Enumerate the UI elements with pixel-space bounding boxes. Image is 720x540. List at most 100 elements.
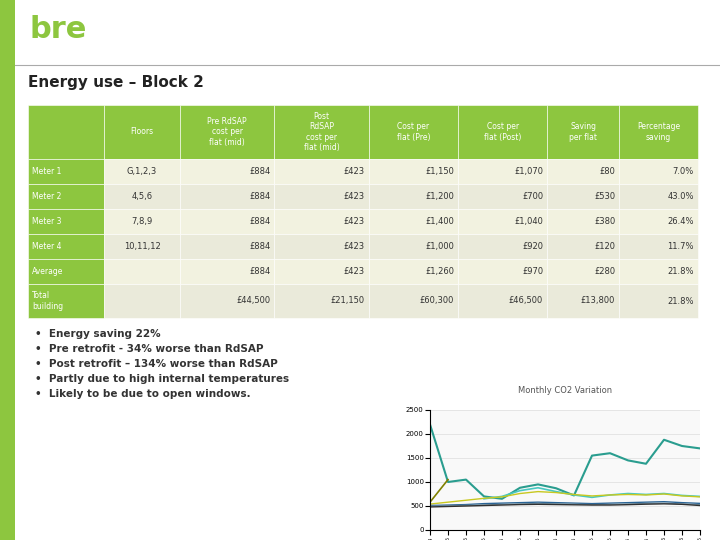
Bar bbox=[547, 184, 619, 209]
Text: 7,8,9: 7,8,9 bbox=[132, 217, 153, 226]
Bar bbox=[458, 209, 547, 234]
Bar bbox=[458, 284, 547, 318]
Bar bbox=[180, 159, 274, 184]
Text: Meter 4: Meter 4 bbox=[32, 242, 61, 251]
Text: £884: £884 bbox=[249, 167, 271, 176]
Bar bbox=[619, 159, 698, 184]
Bar bbox=[274, 234, 369, 259]
Bar bbox=[369, 259, 458, 284]
Text: Floors: Floors bbox=[130, 127, 153, 137]
Text: £46,500: £46,500 bbox=[509, 296, 543, 306]
Text: 11.7%: 11.7% bbox=[667, 242, 694, 251]
Bar bbox=[547, 159, 619, 184]
Bar bbox=[547, 209, 619, 234]
Text: £1,040: £1,040 bbox=[514, 217, 543, 226]
Bar bbox=[369, 105, 458, 159]
Text: £423: £423 bbox=[343, 167, 365, 176]
Bar bbox=[274, 105, 369, 159]
Text: £423: £423 bbox=[343, 192, 365, 201]
Bar bbox=[104, 259, 180, 284]
Text: £884: £884 bbox=[249, 192, 271, 201]
Text: Monthly CO2 Variation: Monthly CO2 Variation bbox=[518, 386, 612, 395]
Text: bre: bre bbox=[30, 16, 87, 44]
Text: £13,800: £13,800 bbox=[581, 296, 616, 306]
Text: Energy use – Block 2: Energy use – Block 2 bbox=[28, 76, 204, 91]
Bar bbox=[458, 105, 547, 159]
Text: £1,150: £1,150 bbox=[426, 167, 454, 176]
Bar bbox=[180, 105, 274, 159]
Bar bbox=[28, 105, 104, 159]
Bar bbox=[619, 184, 698, 209]
Bar bbox=[28, 259, 104, 284]
Bar bbox=[180, 259, 274, 284]
Bar bbox=[274, 284, 369, 318]
Text: 10,11,12: 10,11,12 bbox=[124, 242, 161, 251]
Bar bbox=[180, 184, 274, 209]
Text: £423: £423 bbox=[343, 267, 365, 276]
Bar bbox=[180, 209, 274, 234]
Bar bbox=[619, 259, 698, 284]
Text: Cost per
flat (Post): Cost per flat (Post) bbox=[484, 122, 521, 141]
Bar bbox=[274, 159, 369, 184]
Text: £1,200: £1,200 bbox=[426, 192, 454, 201]
Text: £44,500: £44,500 bbox=[236, 296, 271, 306]
Bar bbox=[619, 209, 698, 234]
Text: Average: Average bbox=[32, 267, 63, 276]
Text: Meter 2: Meter 2 bbox=[32, 192, 61, 201]
Text: £423: £423 bbox=[343, 242, 365, 251]
Bar bbox=[369, 234, 458, 259]
Text: 43.0%: 43.0% bbox=[667, 192, 694, 201]
Bar bbox=[104, 209, 180, 234]
Bar bbox=[458, 259, 547, 284]
Bar bbox=[369, 184, 458, 209]
Text: •  Partly due to high internal temperatures: • Partly due to high internal temperatur… bbox=[35, 374, 289, 384]
Bar bbox=[458, 234, 547, 259]
Text: £1,260: £1,260 bbox=[425, 267, 454, 276]
Bar bbox=[619, 105, 698, 159]
Text: Meter 1: Meter 1 bbox=[32, 167, 61, 176]
Text: £700: £700 bbox=[522, 192, 543, 201]
Text: £380: £380 bbox=[594, 217, 616, 226]
Text: •  Pre retrofit - 34% worse than RdSAP: • Pre retrofit - 34% worse than RdSAP bbox=[35, 344, 264, 354]
Text: £970: £970 bbox=[522, 267, 543, 276]
Text: £120: £120 bbox=[594, 242, 616, 251]
Bar bbox=[458, 184, 547, 209]
Bar bbox=[104, 284, 180, 318]
Text: 7.0%: 7.0% bbox=[672, 167, 694, 176]
Text: £1,070: £1,070 bbox=[514, 167, 543, 176]
Text: •  Energy saving 22%: • Energy saving 22% bbox=[35, 329, 161, 339]
Bar bbox=[369, 159, 458, 184]
Bar bbox=[104, 234, 180, 259]
Text: £1,400: £1,400 bbox=[426, 217, 454, 226]
Text: £884: £884 bbox=[249, 267, 271, 276]
Bar bbox=[28, 284, 104, 318]
Bar bbox=[274, 209, 369, 234]
Text: £920: £920 bbox=[522, 242, 543, 251]
Bar bbox=[458, 159, 547, 184]
Text: £884: £884 bbox=[249, 217, 271, 226]
Text: £423: £423 bbox=[343, 217, 365, 226]
Bar bbox=[547, 284, 619, 318]
Text: Cost per
flat (Pre): Cost per flat (Pre) bbox=[397, 122, 431, 141]
Bar bbox=[180, 234, 274, 259]
Text: Percentage
saving: Percentage saving bbox=[637, 122, 680, 141]
Bar bbox=[104, 184, 180, 209]
Text: Total
building: Total building bbox=[32, 291, 63, 310]
Text: £21,150: £21,150 bbox=[330, 296, 365, 306]
Bar bbox=[619, 234, 698, 259]
Text: G,1,2,3: G,1,2,3 bbox=[127, 167, 157, 176]
Text: 26.4%: 26.4% bbox=[667, 217, 694, 226]
Bar bbox=[104, 105, 180, 159]
Text: £80: £80 bbox=[600, 167, 616, 176]
Text: Pre RdSAP
cost per
flat (mid): Pre RdSAP cost per flat (mid) bbox=[207, 117, 247, 147]
Bar bbox=[28, 209, 104, 234]
Bar bbox=[369, 209, 458, 234]
Text: 21.8%: 21.8% bbox=[667, 267, 694, 276]
Text: •  Post retrofit – 134% worse than RdSAP: • Post retrofit – 134% worse than RdSAP bbox=[35, 359, 278, 369]
Bar bbox=[274, 259, 369, 284]
Bar bbox=[28, 234, 104, 259]
Bar bbox=[274, 184, 369, 209]
Bar bbox=[547, 234, 619, 259]
Text: £280: £280 bbox=[594, 267, 616, 276]
Text: £60,300: £60,300 bbox=[420, 296, 454, 306]
